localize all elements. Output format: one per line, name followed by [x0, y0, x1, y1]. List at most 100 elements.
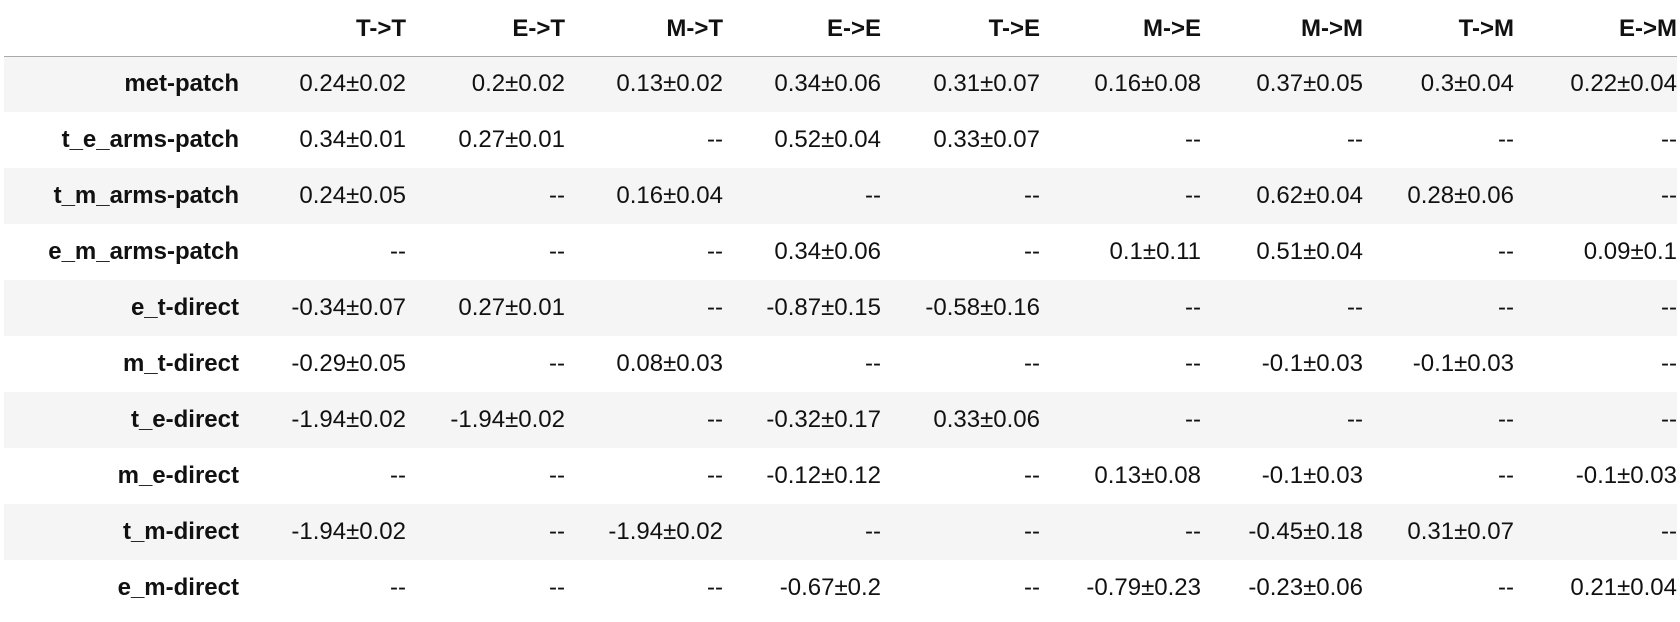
table-cell: --	[1661, 518, 1677, 545]
table-cell: 0.16±0.04	[616, 182, 723, 209]
table-cell: --	[1661, 126, 1677, 153]
table-cell: --	[1498, 126, 1514, 153]
table-cell: --	[865, 350, 881, 377]
table-cell: 0.34±0.06	[774, 70, 881, 98]
table-cell: --	[1024, 350, 1040, 377]
row-label: e_m-direct	[117, 574, 239, 601]
table-cell: --	[549, 462, 565, 489]
table-cell: 0.1±0.11	[1109, 238, 1201, 265]
table-cell: 0.33±0.06	[933, 406, 1040, 433]
table-cell: -0.87±0.15	[766, 294, 881, 321]
table-cell: --	[1185, 518, 1201, 545]
table-cell: -0.58±0.16	[925, 294, 1040, 321]
table-cell: --	[1024, 182, 1040, 209]
row-label: m_e-direct	[117, 462, 239, 489]
table-cell: -0.12±0.12	[766, 462, 881, 489]
table-row: met-patch 0.24±0.02 0.2±0.02 0.13±0.02 0.34±…	[4, 56, 1677, 112]
table-cell: --	[1498, 462, 1514, 489]
table-cell: --	[390, 574, 406, 601]
table-cell: -0.1±0.03	[1261, 350, 1363, 377]
table-cell: 0.34±0.01	[299, 126, 406, 153]
table-cell: 0.24±0.02	[299, 70, 406, 98]
table-cell: --	[1661, 294, 1677, 321]
column-header: T->E	[881, 3, 1040, 57]
column-header: T->T	[239, 3, 406, 57]
table-cell: 0.24±0.05	[299, 182, 406, 209]
table-cell: --	[1498, 574, 1514, 601]
table-cell: 0.08±0.03	[616, 350, 723, 377]
table-cell: 0.62±0.04	[1256, 182, 1363, 209]
column-header: E->E	[723, 3, 881, 57]
table-cell: 0.31±0.07	[933, 70, 1040, 98]
table-row: m_t-direct -0.29±0.05 -- 0.08±0.03 -- -- -- -0.…	[4, 336, 1677, 392]
table-cell: --	[865, 182, 881, 209]
table-cell: 0.09±0.1	[1583, 238, 1677, 265]
table-row: t_e-direct -1.94±0.02 -1.94±0.02 -- -0.32±0.…	[4, 392, 1677, 448]
index-header	[4, 3, 239, 57]
column-header: E->M	[1514, 3, 1677, 57]
table-cell: 0.52±0.04	[774, 126, 881, 153]
column-header: M->E	[1040, 3, 1201, 57]
table-cell: --	[707, 294, 723, 321]
table-cell: --	[1024, 462, 1040, 489]
table-cell: 0.3±0.04	[1420, 70, 1514, 98]
table-cell: 0.27±0.01	[458, 294, 565, 321]
table-cell: --	[549, 182, 565, 209]
table-cell: 0.27±0.01	[458, 126, 565, 153]
table-cell: --	[707, 574, 723, 601]
row-label: t_e-direct	[130, 406, 239, 433]
table-cell: --	[1498, 238, 1514, 265]
table-cell: --	[1347, 294, 1363, 321]
table-row: e_m_arms-patch -- -- -- 0.34±0.06 -- 0.1±0.11 0…	[4, 224, 1677, 280]
table-cell: -0.23±0.06	[1248, 574, 1363, 601]
table-cell: -1.94±0.02	[608, 518, 723, 545]
row-label: e_m_arms-patch	[48, 238, 239, 265]
table-cell: --	[1185, 182, 1201, 209]
table-cell: --	[1661, 350, 1677, 377]
table-cell: --	[1185, 406, 1201, 433]
table-cell: -0.79±0.23	[1086, 574, 1201, 601]
table-cell: 0.34±0.06	[774, 238, 881, 265]
table-cell: --	[1661, 406, 1677, 433]
table-cell: --	[390, 462, 406, 489]
table-cell: -0.29±0.05	[291, 350, 406, 377]
table-row: t_m_arms-patch 0.24±0.05 -- 0.16±0.04 -- -- --…	[4, 168, 1677, 224]
table-row: t_e_arms-patch 0.34±0.01 0.27±0.01 -- 0.52±0…	[4, 112, 1677, 168]
table-cell: 0.2±0.02	[471, 70, 565, 98]
table-cell: -0.1±0.03	[1575, 462, 1677, 489]
row-label: e_t-direct	[130, 294, 239, 321]
table-cell: --	[549, 238, 565, 265]
table-cell: 0.31±0.07	[1407, 518, 1514, 545]
table-cell: -0.32±0.17	[766, 406, 881, 433]
table-cell: 0.22±0.04	[1570, 70, 1677, 98]
table-cell: 0.37±0.05	[1256, 70, 1363, 98]
table-cell: --	[707, 462, 723, 489]
table-cell: -1.94±0.02	[291, 518, 406, 545]
table-cell: -1.94±0.02	[450, 406, 565, 433]
table-row: e_m-direct -- -- -- -0.67±0.2 -- -0.79±0.23 -0.…	[4, 560, 1677, 616]
column-header: T->M	[1363, 3, 1514, 57]
row-label: t_e_arms-patch	[61, 126, 239, 153]
table-cell: --	[1024, 238, 1040, 265]
table-cell: 0.13±0.02	[616, 70, 723, 98]
table-cell: --	[865, 518, 881, 545]
table-cell: --	[549, 350, 565, 377]
column-header: E->T	[406, 3, 565, 57]
table-row: m_e-direct -- -- -- -0.12±0.12 -- 0.13±0.08 -0.…	[4, 448, 1677, 504]
table-cell: --	[549, 574, 565, 601]
table-cell: --	[1498, 294, 1514, 321]
table-cell: --	[1498, 406, 1514, 433]
table-cell: 0.51±0.04	[1256, 238, 1363, 265]
table-cell: 0.33±0.07	[933, 126, 1040, 153]
table-cell: --	[1185, 126, 1201, 153]
column-header: M->T	[565, 3, 723, 57]
results-table: T->T E->T M->T E->E T->E M->E M->M T->M …	[4, 3, 1677, 616]
table-cell: -1.94±0.02	[291, 406, 406, 433]
table-cell: --	[1185, 294, 1201, 321]
table-cell: 0.28±0.06	[1407, 182, 1514, 209]
table-cell: --	[707, 406, 723, 433]
table-cell: -0.1±0.03	[1261, 462, 1363, 489]
table-cell: --	[549, 518, 565, 545]
row-label: met-patch	[124, 70, 239, 98]
